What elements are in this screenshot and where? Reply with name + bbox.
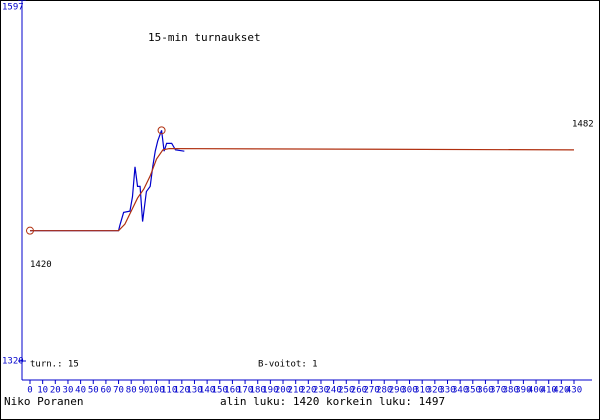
x-tick-label: 20: [50, 386, 61, 396]
x-tick-label: 200: [275, 386, 291, 396]
x-tick-label: 370: [490, 386, 506, 396]
x-tick-label: 340: [452, 386, 468, 396]
series-line: [30, 147, 575, 232]
x-tick-label: 10: [37, 386, 48, 396]
x-tick-label: 160: [224, 386, 240, 396]
x-tick-label: 270: [363, 386, 379, 396]
x-tick-label: 330: [439, 386, 455, 396]
x-tick-label: 50: [88, 386, 99, 396]
y-tick-label: 1320: [2, 357, 24, 367]
x-tick-label: 400: [528, 386, 544, 396]
start-marker: [26, 226, 34, 235]
x-tick-label: 80: [126, 386, 137, 396]
x-tick-label: 260: [351, 386, 367, 396]
x-tick-label: 220: [300, 386, 316, 396]
x-tick-label: 350: [465, 386, 481, 396]
end-label: 1482: [572, 119, 594, 129]
x-tick-label: 140: [199, 386, 215, 396]
b-wins: B-voitot: 1: [258, 360, 318, 370]
player-name: Niko Poranen: [4, 395, 83, 408]
x-tick-label: 40: [75, 386, 86, 396]
y-tick-label: 1597: [2, 3, 24, 13]
x-tick-label: 310: [414, 386, 430, 396]
x-tick-label: 230: [313, 386, 329, 396]
x-tick-label: 90: [138, 386, 149, 396]
x-tick-label: 180: [250, 386, 266, 396]
x-tick-label: 110: [161, 386, 177, 396]
x-tick-label: 240: [325, 386, 341, 396]
x-tick-label: 420: [553, 386, 569, 396]
x-tick-label: 290: [389, 386, 405, 396]
x-tick-label: 0: [27, 386, 32, 396]
x-tick-label: 430: [566, 386, 582, 396]
rating-range: alin luku: 1420 korkein luku: 1497: [220, 395, 445, 408]
x-tick-label: 250: [338, 386, 354, 396]
x-tick-label: 300: [401, 386, 417, 396]
x-tick-label: 60: [100, 386, 111, 396]
x-tick-label: 320: [427, 386, 443, 396]
x-tick-label: 190: [262, 386, 278, 396]
x-tick-label: 130: [186, 386, 202, 396]
x-tick-label: 150: [212, 386, 228, 396]
x-tick-label: 120: [174, 386, 190, 396]
x-tick-label: 380: [503, 386, 519, 396]
x-tick-label: 30: [63, 386, 74, 396]
x-tick-label: 280: [376, 386, 392, 396]
x-tick-label: 410: [541, 386, 557, 396]
series-line: [30, 130, 185, 232]
games-count: turn.: 15: [30, 360, 79, 370]
start-label: 1420: [30, 260, 52, 270]
x-tick-label: 360: [477, 386, 493, 396]
chart-title: 15-min turnaukset: [148, 31, 261, 44]
peak-marker: [157, 126, 166, 135]
x-tick-label: 70: [113, 386, 124, 396]
x-tick-label: 390: [515, 386, 531, 396]
x-tick-label: 170: [237, 386, 253, 396]
x-tick-label: 100: [148, 386, 164, 396]
x-tick-label: 210: [288, 386, 304, 396]
